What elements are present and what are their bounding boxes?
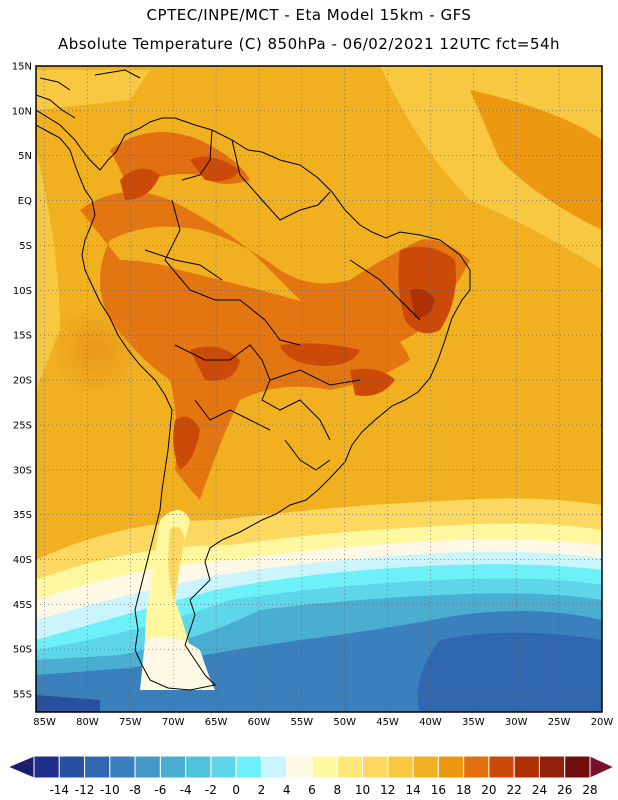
colorbar-label: 0 [232,783,240,797]
colorbar-cell [235,755,262,779]
lat-label: 10S [13,286,32,297]
lon-label: 20W [591,717,614,728]
map-title-line2: Absolute Temperature (C) 850hPa - 06/02/… [57,35,561,53]
lon-label: 50W [333,717,356,728]
lon-label: 60W [248,717,271,728]
colorbar-label: 10 [355,783,370,797]
colorbar-cell [58,755,86,779]
lat-label: 40S [13,555,32,566]
colorbar-cell [538,755,566,779]
lat-label: 5N [18,151,32,162]
colorbar-cell [463,755,490,779]
colorbar-cell [437,755,465,779]
colorbar-label: 28 [582,783,597,797]
colorbar-cell [564,755,591,779]
lat-label: 15S [13,331,32,342]
colorbar-max-arrow [589,755,616,779]
colorbar-cell [412,755,439,779]
lat-label: 30S [13,465,32,476]
lat-label: 45S [13,600,32,611]
colorbar-label: 16 [431,783,446,797]
colorbar-cell [84,755,111,779]
lon-label: 30W [505,717,528,728]
lat-label: 55S [13,690,32,701]
colorbar-label: 20 [481,783,496,797]
colorbar-cell [33,755,60,779]
lon-label: 80W [76,717,99,728]
lat-label: 15N [12,62,32,73]
temperature-field [36,66,602,712]
colorbar-label: 24 [532,783,547,797]
map-title-line1: CPTEC/INPE/MCT - Eta Model 15km - GFS [146,6,472,24]
longitude-labels: 85W 80W 75W 70W 65W 60W 55W 50W 45W 40W 35W 30W 25W 2… [33,717,613,728]
colorbar-label: 14 [405,783,420,797]
lon-label: 45W [376,717,399,728]
colorbar-label: 4 [283,783,291,797]
colorbar-cell [185,755,212,779]
colorbar-cell [336,755,364,779]
lat-label: EQ [18,196,32,207]
lon-label: 25W [548,717,571,728]
colorbar-label: 18 [456,783,471,797]
colorbar-label: 6 [308,783,316,797]
colorbar-cell [210,755,237,779]
colorbar-label: 26 [557,783,572,797]
latitude-labels: 15N 10N 5N EQ 5S 10S 15S 20S 25S 30S 35S 40S 45S 50S 5… [12,62,32,701]
colorbar-label: -8 [129,783,141,797]
colorbar-cell [311,755,338,779]
colorbar-label: -4 [180,783,192,797]
lat-label: 25S [13,420,32,431]
colorbar-cell [362,755,389,779]
colorbar-min-arrow [6,755,35,779]
colorbar-cell [260,755,288,779]
colorbar-cell [159,755,187,779]
colorbar-label: 8 [333,783,341,797]
colorbar-label: -6 [154,783,166,797]
lat-label: 50S [13,645,32,656]
lon-label: 65W [205,717,228,728]
lat-label: 35S [13,510,32,521]
colorbar-cell [488,755,515,779]
colorbar-cell [134,755,161,779]
colorbar-label: 22 [507,783,522,797]
colorbar-label: 2 [258,783,266,797]
colorbar-cell [513,755,540,779]
colorbar-cell [387,755,414,779]
lat-label: 20S [13,376,32,387]
lon-label: 70W [162,717,185,728]
lon-label: 75W [119,717,142,728]
map-frame [35,65,603,713]
colorbar-label: -2 [205,783,217,797]
lat-label: 10N [12,106,32,117]
colorbar-label: -12 [75,783,95,797]
lon-label: 85W [33,717,56,728]
coastlines [36,69,471,691]
colorbar-label: -10 [100,783,120,797]
lon-label: 40W [419,717,442,728]
colorbar-label: -14 [49,783,69,797]
temperature-map: 15N 10N 5N EQ 5S 10S 15S 20S 25S 30S 35S 40S 45S 50S 5… [12,62,614,729]
colorbar-label: 12 [380,783,395,797]
lat-label: 5S [19,241,32,252]
lon-label: 35W [462,717,485,728]
lon-label: 55W [291,717,314,728]
colorbar-cell [109,755,136,779]
colorbar: -14 -12 -10 -8 -6 -4 -2 0 2 4 6 8 10 12 14 16 18 20 22 24 26… [6,755,616,797]
colorbar-cell [286,755,313,779]
